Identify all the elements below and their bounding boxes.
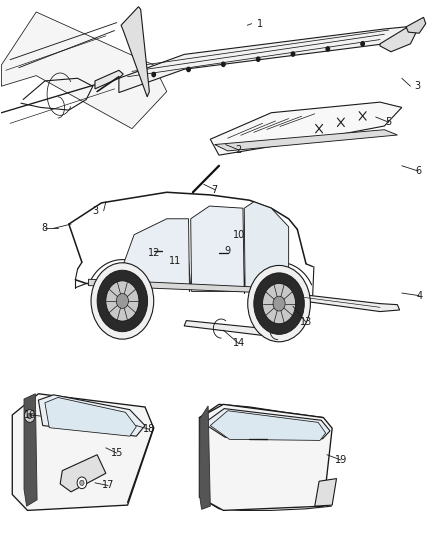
Polygon shape bbox=[88, 279, 297, 294]
Text: 13: 13 bbox=[300, 317, 312, 327]
Text: 1: 1 bbox=[257, 19, 263, 29]
Polygon shape bbox=[315, 479, 336, 506]
Circle shape bbox=[222, 62, 225, 67]
Polygon shape bbox=[210, 411, 325, 440]
Text: 5: 5 bbox=[385, 117, 392, 127]
Polygon shape bbox=[45, 398, 136, 436]
Text: 11: 11 bbox=[170, 256, 182, 266]
Text: 19: 19 bbox=[335, 455, 347, 465]
Text: 3: 3 bbox=[92, 206, 98, 216]
Text: 12: 12 bbox=[148, 248, 160, 259]
Text: 6: 6 bbox=[415, 166, 421, 176]
Circle shape bbox=[106, 281, 139, 321]
Polygon shape bbox=[60, 455, 106, 492]
Circle shape bbox=[116, 294, 128, 309]
Polygon shape bbox=[406, 17, 426, 33]
Polygon shape bbox=[121, 7, 149, 97]
Polygon shape bbox=[215, 130, 397, 151]
Polygon shape bbox=[289, 293, 399, 312]
Text: 17: 17 bbox=[102, 480, 114, 490]
Polygon shape bbox=[95, 70, 123, 89]
Polygon shape bbox=[210, 102, 402, 155]
Circle shape bbox=[80, 480, 84, 486]
Text: 10: 10 bbox=[233, 230, 245, 240]
Circle shape bbox=[91, 263, 154, 339]
Text: 9: 9 bbox=[225, 246, 231, 256]
Circle shape bbox=[361, 42, 364, 46]
Text: 18: 18 bbox=[143, 424, 155, 434]
Circle shape bbox=[248, 265, 311, 342]
Text: 7: 7 bbox=[212, 184, 218, 195]
Circle shape bbox=[97, 270, 148, 332]
Polygon shape bbox=[24, 394, 37, 506]
Polygon shape bbox=[204, 409, 330, 439]
Circle shape bbox=[28, 414, 32, 419]
Text: 4: 4 bbox=[416, 290, 422, 301]
Circle shape bbox=[152, 72, 155, 77]
Text: 2: 2 bbox=[236, 145, 242, 155]
Circle shape bbox=[25, 410, 35, 422]
Polygon shape bbox=[191, 206, 244, 292]
Circle shape bbox=[256, 57, 260, 61]
Polygon shape bbox=[184, 320, 291, 339]
Text: 15: 15 bbox=[110, 448, 123, 458]
Polygon shape bbox=[380, 28, 417, 52]
Polygon shape bbox=[124, 219, 189, 285]
Polygon shape bbox=[119, 27, 406, 93]
Circle shape bbox=[291, 52, 295, 56]
Polygon shape bbox=[244, 202, 289, 292]
Polygon shape bbox=[199, 405, 332, 511]
Text: 3: 3 bbox=[414, 81, 420, 91]
Polygon shape bbox=[12, 394, 154, 511]
Circle shape bbox=[187, 67, 190, 71]
Text: 14: 14 bbox=[233, 338, 245, 349]
Text: 16: 16 bbox=[24, 410, 36, 420]
Text: 8: 8 bbox=[42, 223, 48, 233]
Polygon shape bbox=[1, 12, 167, 128]
Circle shape bbox=[326, 47, 329, 51]
Circle shape bbox=[262, 284, 296, 324]
Circle shape bbox=[77, 477, 87, 489]
Circle shape bbox=[273, 296, 285, 311]
Polygon shape bbox=[199, 406, 210, 510]
Polygon shape bbox=[39, 395, 145, 436]
Circle shape bbox=[254, 273, 304, 334]
